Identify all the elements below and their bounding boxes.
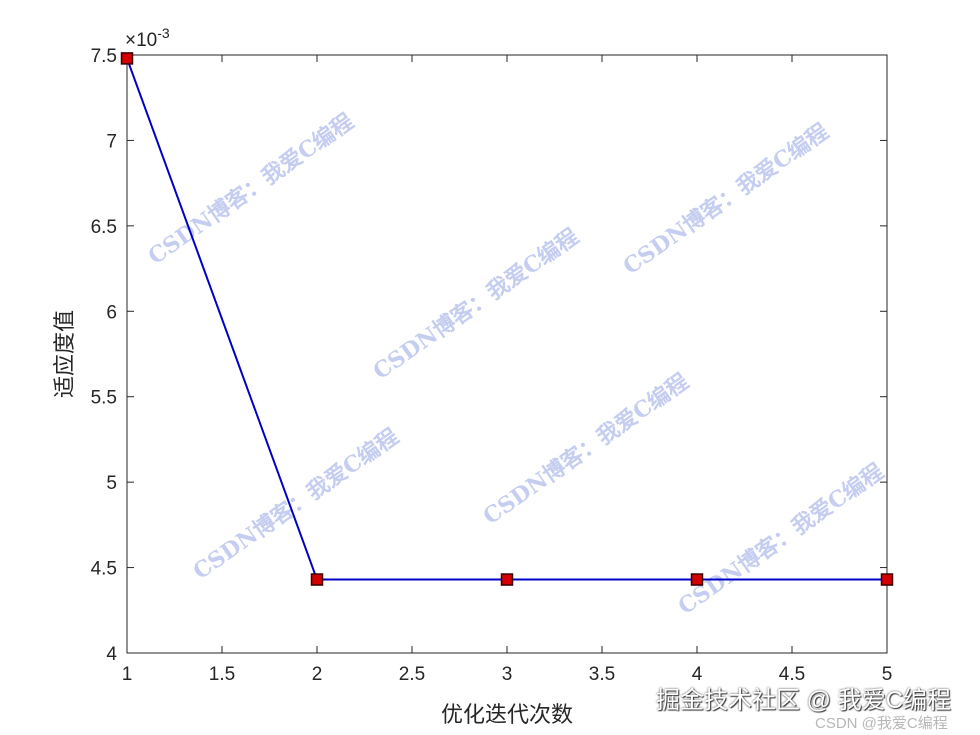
x-tick-label: 2.5 [399, 664, 425, 685]
y-tick-label: 6.5 [91, 217, 117, 238]
x-tick-label: 1 [122, 664, 133, 685]
x-axis-label: 优化迭代次数 [441, 703, 573, 728]
credit-primary: 掘金技术社区 @ 我爱C编程 [656, 687, 952, 714]
x-tick-label: 3 [502, 664, 513, 685]
x-tick-label: 3.5 [589, 664, 615, 685]
axis-ticks: 1 1.5 2 2.5 3 3.5 4 4.5 5 4 4.5 5 5.5 6 6.5 7 7.5 [91, 46, 893, 685]
watermark-text: CSDN博客：我爱C编程 [369, 224, 584, 385]
watermark-text: CSDN博客：我爱C编程 [479, 369, 694, 530]
y-tick-label: 5.5 [91, 388, 117, 409]
watermark-text: CSDN博客：我爱C编程 [144, 109, 359, 270]
x-tick-label: 4.5 [779, 664, 805, 685]
data-point [120, 52, 134, 65]
watermark-text: CSDN博客：我爱C编程 [189, 424, 404, 585]
x-tick-label: 2 [312, 664, 323, 685]
x-tick-label: 4 [692, 664, 703, 685]
data-point [690, 573, 704, 586]
data-point [500, 573, 514, 586]
x-tick-label: 1.5 [209, 664, 235, 685]
watermark-text: CSDN博客：我爱C编程 [674, 459, 889, 620]
data-point [310, 573, 324, 586]
x-tick-label: 5 [882, 664, 893, 685]
series-layer [120, 52, 894, 586]
y-tick-label: 4 [106, 644, 117, 665]
y-tick-label: 7.5 [91, 46, 117, 67]
watermark-text: CSDN博客：我爱C编程 [619, 119, 834, 280]
y-tick-label: 6 [106, 302, 117, 323]
y-tick-label: 5 [106, 473, 117, 494]
y-axis-label: 适应度值 [53, 310, 78, 398]
y-tick-label: 4.5 [91, 559, 117, 580]
data-point [880, 573, 894, 586]
credit-secondary: CSDN @我爱C编程 [815, 715, 948, 732]
y-exponent-label: ×10-3 [125, 25, 170, 51]
y-tick-label: 7 [106, 131, 117, 152]
watermarks: CSDN博客：我爱C编程CSDN博客：我爱C编程CSDN博客：我爱C编程CSDN… [144, 109, 889, 620]
plot-box [126, 54, 888, 654]
